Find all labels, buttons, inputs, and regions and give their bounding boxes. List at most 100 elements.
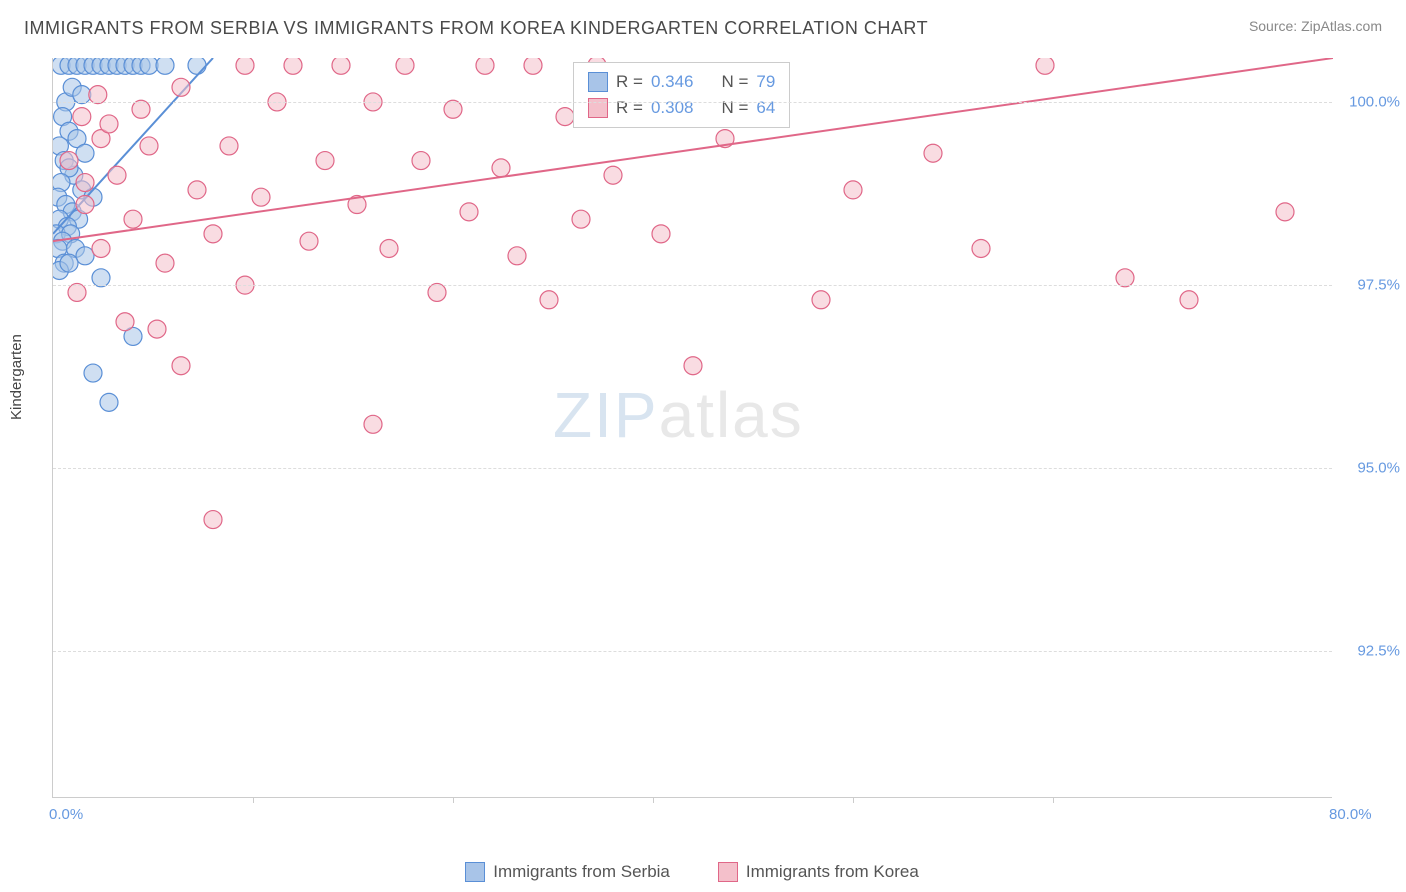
scatter-point — [524, 58, 542, 74]
scatter-point — [316, 152, 334, 170]
scatter-point — [924, 144, 942, 162]
scatter-point — [444, 100, 462, 118]
gridline — [53, 651, 1332, 652]
gridline — [53, 468, 1332, 469]
x-tick-mark — [653, 797, 654, 803]
n-label: N = — [721, 69, 748, 95]
scatter-point — [148, 320, 166, 338]
scatter-point — [60, 152, 78, 170]
legend-row: R = 0.346 N = 79 — [588, 69, 775, 95]
scatter-point — [89, 86, 107, 104]
scatter-point — [220, 137, 238, 155]
legend-swatch — [588, 72, 608, 92]
scatter-point — [460, 203, 478, 221]
scatter-point — [84, 364, 102, 382]
scatter-point — [572, 210, 590, 228]
scatter-point — [844, 181, 862, 199]
y-axis-label: Kindergarten — [8, 334, 25, 420]
scatter-point — [396, 58, 414, 74]
scatter-point — [684, 357, 702, 375]
scatter-point — [1036, 58, 1054, 74]
scatter-point — [92, 239, 110, 257]
gridline — [53, 102, 1332, 103]
scatter-point — [380, 239, 398, 257]
r-label: R = — [616, 69, 643, 95]
legend-series: Immigrants from Serbia Immigrants from Ko… — [52, 862, 1332, 882]
scatter-point — [76, 247, 94, 265]
n-value: 64 — [756, 95, 775, 121]
scatter-point — [508, 247, 526, 265]
scatter-point — [300, 232, 318, 250]
legend-correlation: R =0.346N =79R =0.308N =64 — [573, 62, 790, 128]
scatter-point — [652, 225, 670, 243]
legend-item: Immigrants from Korea — [718, 862, 919, 882]
plot-area: ZIPatlas R =0.346N =79R =0.308N =64 92.5… — [52, 58, 1332, 798]
scatter-point — [476, 58, 494, 74]
y-tick-label: 100.0% — [1340, 93, 1400, 110]
gridline — [53, 285, 1332, 286]
scatter-point — [73, 86, 91, 104]
legend-row: R =0.308N =64 — [588, 95, 775, 121]
scatter-point — [236, 58, 254, 74]
scatter-point — [188, 58, 206, 74]
x-tick-mark — [453, 797, 454, 803]
legend-swatch — [465, 862, 485, 882]
scatter-point — [540, 291, 558, 309]
legend-item: Immigrants from Serbia — [465, 862, 670, 882]
legend-label: Immigrants from Serbia — [493, 862, 670, 882]
n-value: 79 — [756, 69, 775, 95]
scatter-point — [188, 181, 206, 199]
scatter-point — [364, 415, 382, 433]
chart-source: Source: ZipAtlas.com — [1249, 18, 1382, 34]
chart-title: IMMIGRANTS FROM SERBIA VS IMMIGRANTS FRO… — [24, 18, 928, 39]
x-tick-label: 0.0% — [49, 806, 83, 823]
scatter-point — [132, 100, 150, 118]
scatter-point — [972, 239, 990, 257]
scatter-point — [812, 291, 830, 309]
scatter-point — [1276, 203, 1294, 221]
scatter-point — [492, 159, 510, 177]
scatter-point — [60, 254, 78, 272]
scatter-point — [76, 196, 94, 214]
scatter-point — [100, 115, 118, 133]
scatter-point — [412, 152, 430, 170]
n-label: N = — [721, 95, 748, 121]
scatter-point — [252, 188, 270, 206]
scatter-point — [108, 166, 126, 184]
legend-label: Immigrants from Korea — [746, 862, 919, 882]
scatter-point — [604, 166, 622, 184]
y-tick-label: 92.5% — [1340, 643, 1400, 660]
scatter-point — [204, 225, 222, 243]
plot-container: ZIPatlas R =0.346N =79R =0.308N =64 92.5… — [52, 58, 1382, 798]
r-value: 0.346 — [651, 69, 694, 95]
x-tick-mark — [853, 797, 854, 803]
x-tick-mark — [253, 797, 254, 803]
x-tick-mark — [1053, 797, 1054, 803]
source-label: Source: — [1249, 18, 1301, 34]
scatter-point — [124, 210, 142, 228]
scatter-point — [204, 511, 222, 529]
scatter-point — [556, 108, 574, 126]
x-tick-label: 80.0% — [1329, 806, 1372, 823]
scatter-point — [156, 58, 174, 74]
scatter-point — [332, 58, 350, 74]
scatter-point — [172, 78, 190, 96]
scatter-point — [76, 144, 94, 162]
legend-swatch — [718, 862, 738, 882]
y-tick-label: 97.5% — [1340, 277, 1400, 294]
scatter-point — [156, 254, 174, 272]
r-label: R = — [616, 95, 643, 121]
scatter-point — [116, 313, 134, 331]
scatter-point — [1116, 269, 1134, 287]
scatter-point — [284, 58, 302, 74]
source-name: ZipAtlas.com — [1301, 18, 1382, 34]
scatter-point — [76, 174, 94, 192]
scatter-point — [140, 137, 158, 155]
chart-svg — [53, 58, 1333, 798]
scatter-point — [140, 58, 158, 74]
scatter-point — [92, 269, 110, 287]
header: IMMIGRANTS FROM SERBIA VS IMMIGRANTS FRO… — [0, 0, 1406, 49]
scatter-point — [73, 108, 91, 126]
scatter-point — [68, 283, 86, 301]
scatter-point — [172, 357, 190, 375]
